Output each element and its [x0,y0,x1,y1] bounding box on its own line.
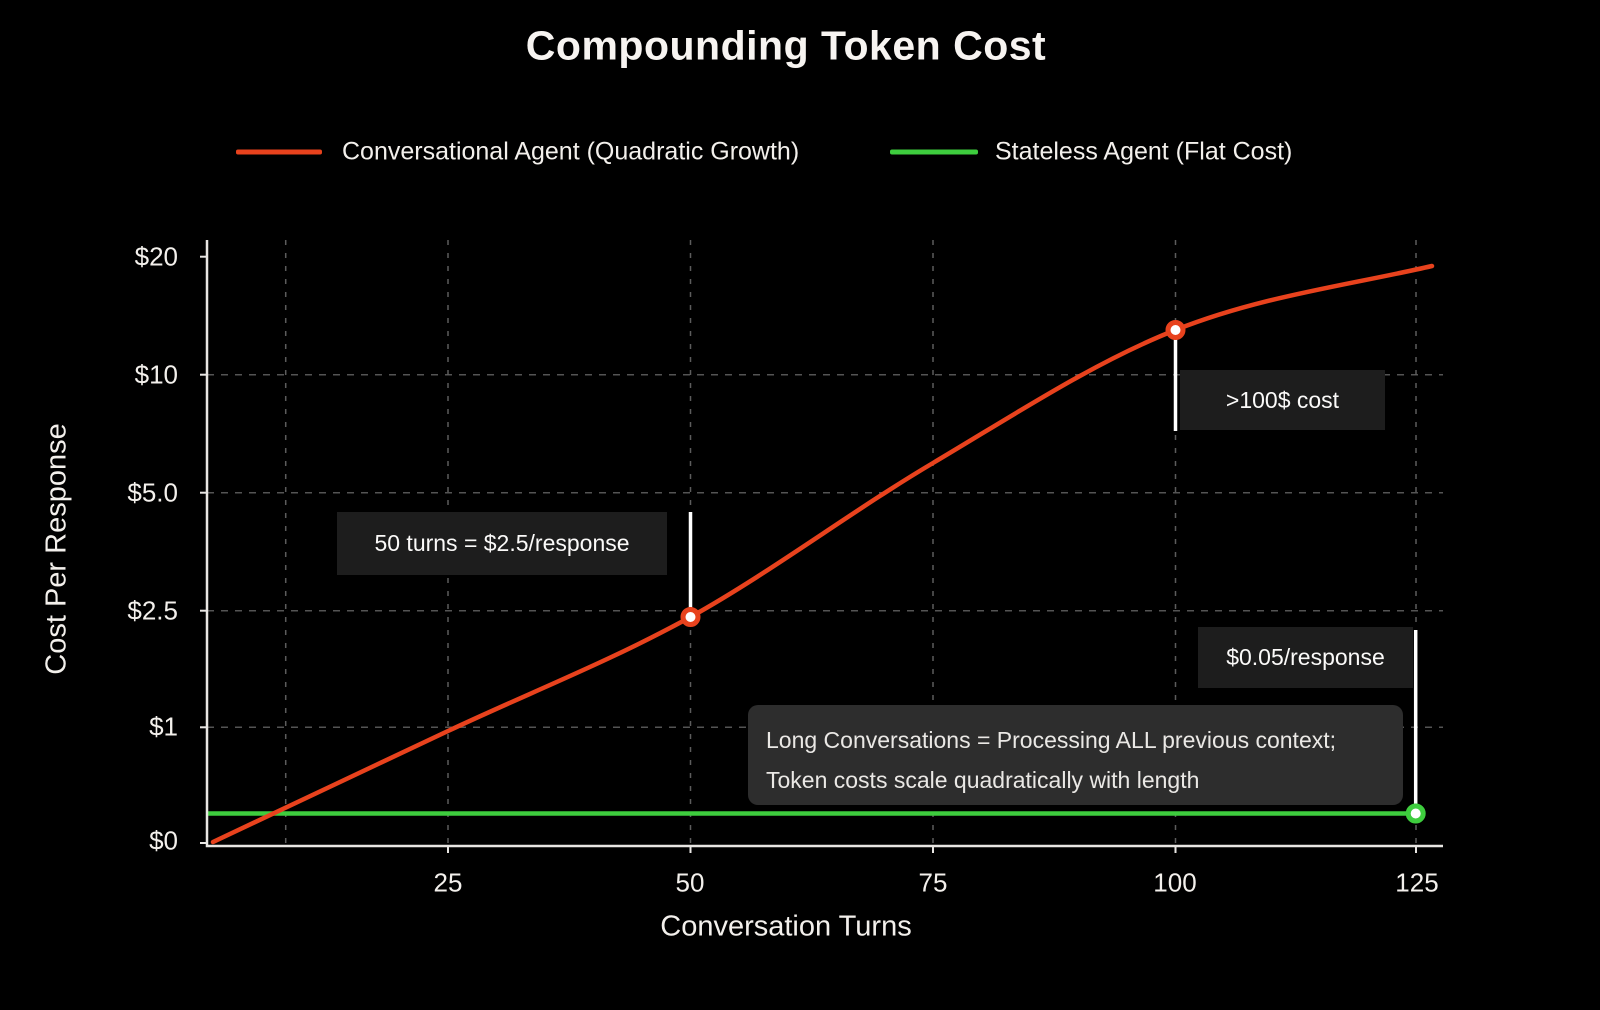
axis-lines [205,240,1443,848]
x-tick-75: 75 [918,867,948,898]
legend-label-stateless: Stateless Agent (Flat Cost) [995,137,1293,166]
note-line-1: Long Conversations = Processing ALL prev… [766,727,1337,753]
marker-100-turns [1165,320,1186,340]
annotation-box-flat-cost: $0.05/response [1198,627,1413,688]
y-tick-0: $0 [149,825,178,856]
legend-label-conversational: Conversational Agent (Quadratic Growth) [342,137,800,166]
marker-flat-cost [1405,803,1426,824]
x-tick-50: 50 [675,867,705,898]
x-tick-125: 125 [1395,867,1439,898]
y-axis-title: Cost Per Response [40,423,73,675]
tick-marks [200,255,1417,853]
y-tick-1: $1 [149,711,178,742]
legend-swatch-red [236,149,322,155]
y-tick-20: $20 [134,241,178,272]
chart-title: Compounding Token Cost [525,22,1047,69]
annotation-note-box: Long Conversations = Processing ALL prev… [748,705,1403,805]
y-tick-2-5: $2.5 [127,595,178,626]
annotation-box-50-turns: 50 turns = $2.5/response [337,512,667,575]
marker-50-turns [680,607,701,627]
annotation-text-50-turns: 50 turns = $2.5/response [374,530,630,556]
y-tick-10: $10 [134,359,178,390]
red-quadratic-curve [210,263,1435,845]
y-tick-5: $5.0 [127,477,178,508]
x-tick-100: 100 [1153,867,1197,898]
x-axis-title: Conversation Turns [660,910,912,943]
legend-swatch-green [890,149,978,155]
x-tick-25: 25 [433,867,463,898]
annotation-text-flat-cost: $0.05/response [1226,644,1385,670]
note-line-2: Token costs scale quadratically with len… [766,767,1200,793]
annotation-text-100-cost: >100$ cost [1225,386,1340,413]
annotation-box-100-cost: >100$ cost [1180,370,1385,430]
annotation-connectors [688,338,1418,806]
